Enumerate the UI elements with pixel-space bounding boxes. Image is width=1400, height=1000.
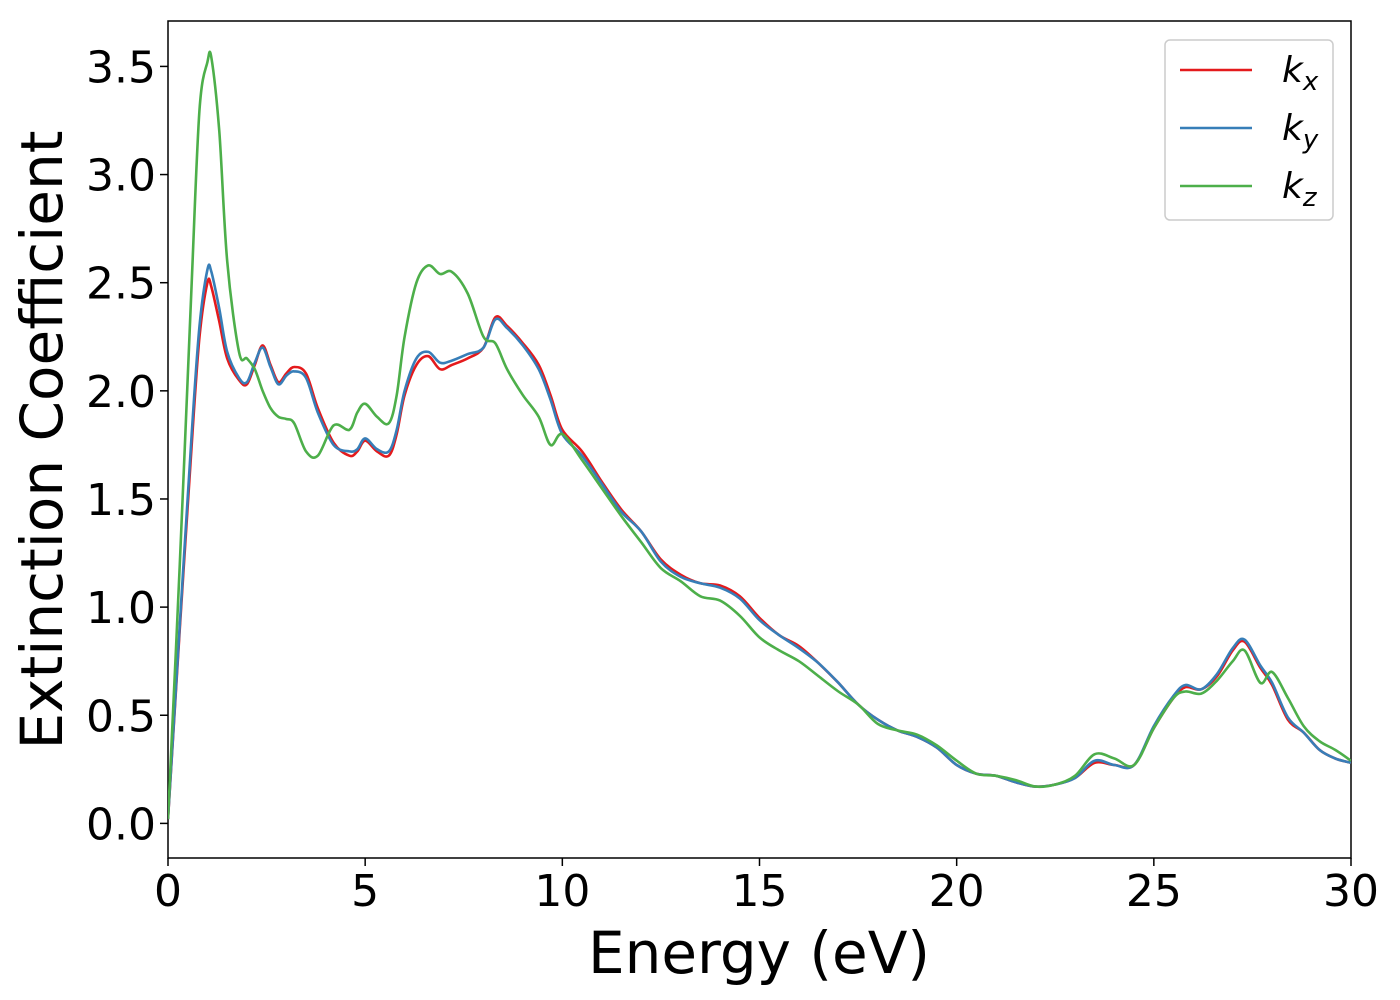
legend-label-main: k: [1282, 166, 1305, 207]
legend-label-kz: kz: [1282, 166, 1318, 213]
y-axis-label: Extinction Coefficient: [8, 131, 76, 750]
y-tick-label: 3.0: [86, 151, 156, 202]
legend-label-kx: kx: [1282, 50, 1319, 97]
y-tick-label: 2.5: [86, 259, 156, 310]
x-axis-ticks: 0 5 10 15 20 25 30: [154, 858, 1379, 917]
x-tick-label: 15: [732, 866, 788, 917]
y-tick-label: 2.0: [86, 367, 156, 418]
y-axis-ticks: 0.0 0.5 1.0 1.5 2.0 2.5 3.0 3.5: [86, 42, 168, 850]
series-layer: [168, 50, 1351, 820]
x-tick-label: 10: [534, 866, 590, 917]
series-line-kz: [168, 50, 1351, 820]
y-tick-label: 1.0: [86, 583, 156, 634]
x-tick-label: 5: [351, 866, 379, 917]
legend-label-subscript: x: [1302, 67, 1319, 97]
x-tick-label: 0: [154, 866, 182, 917]
series-line-ky: [168, 263, 1351, 820]
x-tick-label: 30: [1323, 866, 1379, 917]
x-tick-label: 25: [1126, 866, 1182, 917]
legend-box: [1164, 39, 1334, 221]
y-tick-label: 3.5: [86, 42, 156, 93]
x-tick-label: 20: [929, 866, 985, 917]
legend-label-ky: ky: [1282, 108, 1319, 155]
legend-label-subscript: y: [1302, 125, 1319, 155]
y-tick-label: 0.5: [86, 691, 156, 742]
x-axis-label: Energy (eV): [588, 919, 930, 987]
y-tick-label: 1.5: [86, 475, 156, 526]
legend-label-main: k: [1282, 50, 1305, 91]
series-line-kx: [168, 277, 1351, 820]
y-tick-label: 0.0: [86, 799, 156, 850]
legend-label-subscript: z: [1302, 183, 1318, 213]
legend-label-main: k: [1282, 108, 1305, 149]
